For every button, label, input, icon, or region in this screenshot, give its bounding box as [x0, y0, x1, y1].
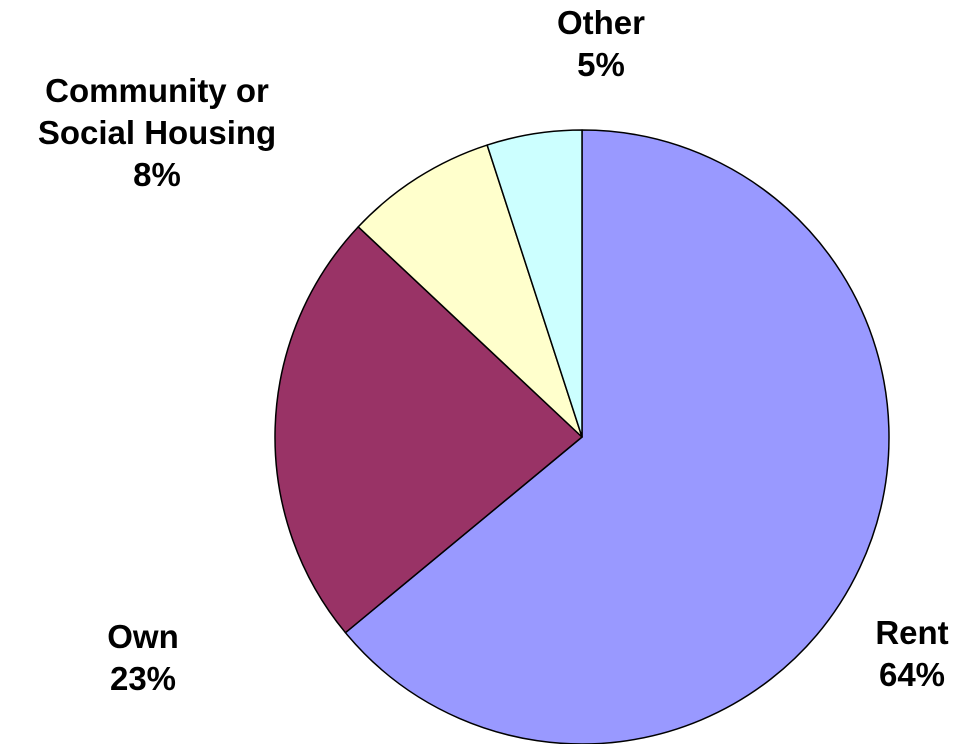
pie-label-value: 8% — [133, 156, 181, 193]
pie-label-own: Own 23% — [107, 618, 179, 697]
pie-label-name-line: Own — [107, 618, 179, 655]
pie-slices — [274, 129, 890, 744]
pie-label-community-or-social-housing: Community or Social Housing 8% — [38, 72, 276, 193]
pie-slice-rent — [344, 129, 890, 744]
pie-label-name-line: Social Housing — [38, 114, 276, 151]
pie-label-value: 64% — [879, 656, 945, 693]
pie-label-value: 23% — [110, 660, 176, 697]
pie-slice-community-or-social-housing — [357, 144, 583, 438]
pie-label-name-line: Community or — [45, 72, 269, 109]
pie-labels: Rent 64% Own 23% Community or Social Housing 8… — [38, 4, 949, 697]
pie-label-value: 5% — [577, 46, 625, 83]
pie-label-name-line: Rent — [875, 614, 948, 651]
pie-label-other: Other 5% — [557, 4, 645, 83]
pie-label-name-line: Other — [557, 4, 645, 41]
pie-label-rent: Rent 64% — [875, 614, 948, 693]
pie-slice-other — [486, 129, 583, 438]
pie-slice-own — [274, 226, 583, 634]
